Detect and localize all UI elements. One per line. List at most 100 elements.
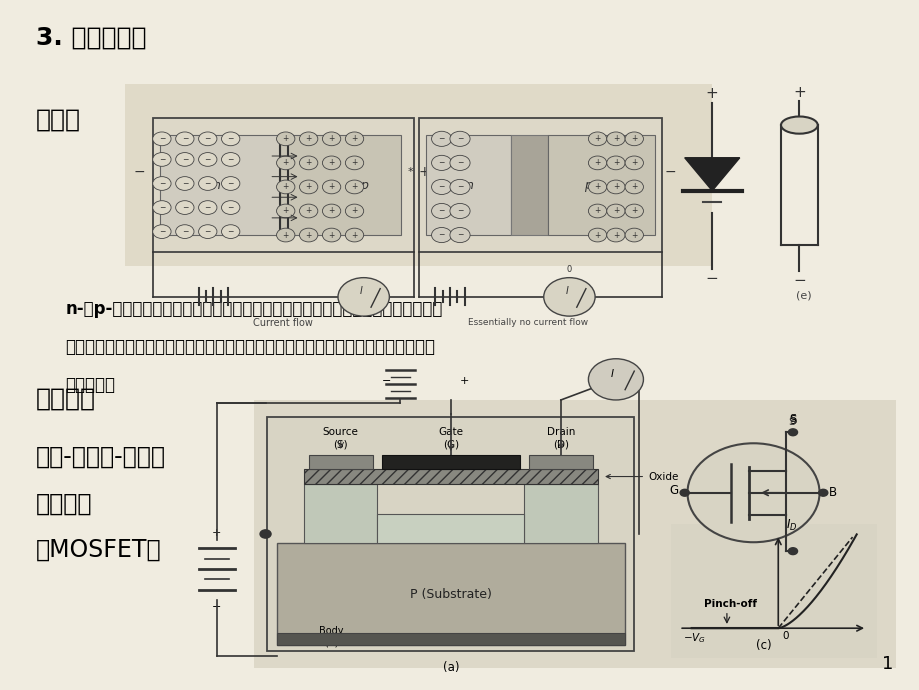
Text: −: − — [204, 227, 210, 236]
Circle shape — [686, 443, 819, 542]
Circle shape — [221, 152, 240, 166]
Text: Drain
(D): Drain (D) — [546, 428, 574, 449]
Text: $I_D$: $I_D$ — [785, 518, 796, 533]
Circle shape — [449, 179, 470, 195]
Text: 1: 1 — [880, 656, 892, 673]
Text: 3. 半导体器件: 3. 半导体器件 — [36, 26, 147, 50]
Text: (a): (a) — [442, 661, 459, 674]
Circle shape — [221, 201, 240, 215]
Bar — [125, 84, 711, 266]
Circle shape — [607, 228, 624, 242]
Text: G: G — [668, 484, 677, 497]
Text: 从而使体系导电性很小或者不导电；加正向电压，会使耗尽区变窄从而导电性增强，: 从而使体系导电性很小或者不导电；加正向电压，会使耗尽区变窄从而导电性增强， — [65, 338, 435, 356]
Bar — [547, 135, 653, 235]
Text: +: + — [351, 206, 357, 215]
Circle shape — [199, 177, 217, 190]
Circle shape — [431, 131, 451, 146]
Text: −: − — [381, 377, 391, 386]
Circle shape — [607, 204, 624, 218]
Bar — [254, 400, 895, 668]
Text: +: + — [282, 206, 289, 215]
Bar — [304, 469, 597, 484]
Text: +: + — [305, 159, 312, 168]
Circle shape — [431, 228, 451, 243]
Circle shape — [153, 201, 171, 215]
Circle shape — [221, 177, 240, 190]
Text: 0: 0 — [566, 265, 572, 274]
Circle shape — [624, 228, 642, 242]
Text: +: + — [594, 230, 600, 239]
Text: −: − — [204, 179, 210, 188]
Circle shape — [176, 177, 194, 190]
Text: S: S — [788, 417, 795, 427]
Circle shape — [176, 225, 194, 239]
Text: −: − — [181, 203, 187, 212]
Text: n-和p-型半导体形成结后，在中间形成耗尽区，如果加反向电压，会使耗尽区加宽: n-和p-型半导体形成结后，在中间形成耗尽区，如果加反向电压，会使耗尽区加宽 — [65, 300, 442, 318]
Circle shape — [153, 177, 171, 190]
Text: +: + — [612, 135, 618, 144]
Bar — [308, 455, 372, 469]
Circle shape — [607, 180, 624, 194]
Circle shape — [345, 132, 363, 146]
Circle shape — [322, 132, 340, 146]
Text: +: + — [351, 230, 357, 239]
Circle shape — [277, 204, 295, 218]
Circle shape — [543, 277, 595, 316]
Circle shape — [607, 132, 624, 146]
Circle shape — [337, 277, 389, 316]
Bar — [524, 484, 597, 542]
Circle shape — [199, 225, 217, 239]
Text: −: − — [227, 227, 233, 236]
Text: −: − — [457, 206, 462, 215]
Circle shape — [588, 156, 607, 170]
Text: +: + — [328, 135, 335, 144]
Polygon shape — [684, 158, 739, 190]
Text: +: + — [630, 135, 637, 144]
Text: （MOSFET）: （MOSFET） — [36, 538, 162, 562]
Bar — [160, 135, 280, 235]
Circle shape — [345, 180, 363, 194]
Text: −: − — [438, 206, 445, 215]
Circle shape — [199, 152, 217, 166]
Text: +: + — [351, 159, 357, 168]
Circle shape — [788, 429, 797, 435]
Text: Gate
(G): Gate (G) — [437, 428, 463, 449]
Circle shape — [199, 201, 217, 215]
Text: 晶体管：: 晶体管： — [36, 386, 96, 411]
Text: +: + — [282, 159, 289, 168]
Text: Metal: Metal — [473, 638, 501, 647]
Text: (e): (e) — [795, 290, 811, 300]
Text: +: + — [351, 182, 357, 191]
Text: 场效应管: 场效应管 — [36, 491, 93, 515]
Text: +: + — [594, 159, 600, 168]
Text: +: + — [305, 230, 312, 239]
Text: p: p — [584, 179, 592, 192]
Text: −: − — [181, 155, 187, 164]
Circle shape — [588, 228, 607, 242]
Text: +: + — [305, 182, 312, 191]
Bar — [381, 455, 519, 469]
Circle shape — [588, 180, 607, 194]
Bar — [377, 515, 524, 542]
Text: (c): (c) — [755, 639, 771, 652]
Circle shape — [153, 132, 171, 146]
Text: I: I — [610, 369, 613, 379]
Text: +: + — [612, 159, 618, 168]
Bar — [277, 633, 624, 645]
Circle shape — [277, 156, 295, 170]
Circle shape — [153, 225, 171, 239]
Text: +: + — [612, 206, 618, 215]
Bar — [528, 455, 593, 469]
Text: −: − — [457, 230, 462, 239]
Text: +: + — [594, 206, 600, 215]
Circle shape — [322, 156, 340, 170]
Circle shape — [449, 131, 470, 146]
Text: −: − — [133, 165, 145, 179]
Text: +: + — [630, 206, 637, 215]
Text: +: + — [282, 182, 289, 191]
Text: Source
(S): Source (S) — [323, 428, 358, 449]
Text: D: D — [788, 556, 797, 569]
Text: −: − — [705, 271, 718, 286]
Text: +: + — [612, 182, 618, 191]
Text: *: * — [407, 167, 413, 177]
